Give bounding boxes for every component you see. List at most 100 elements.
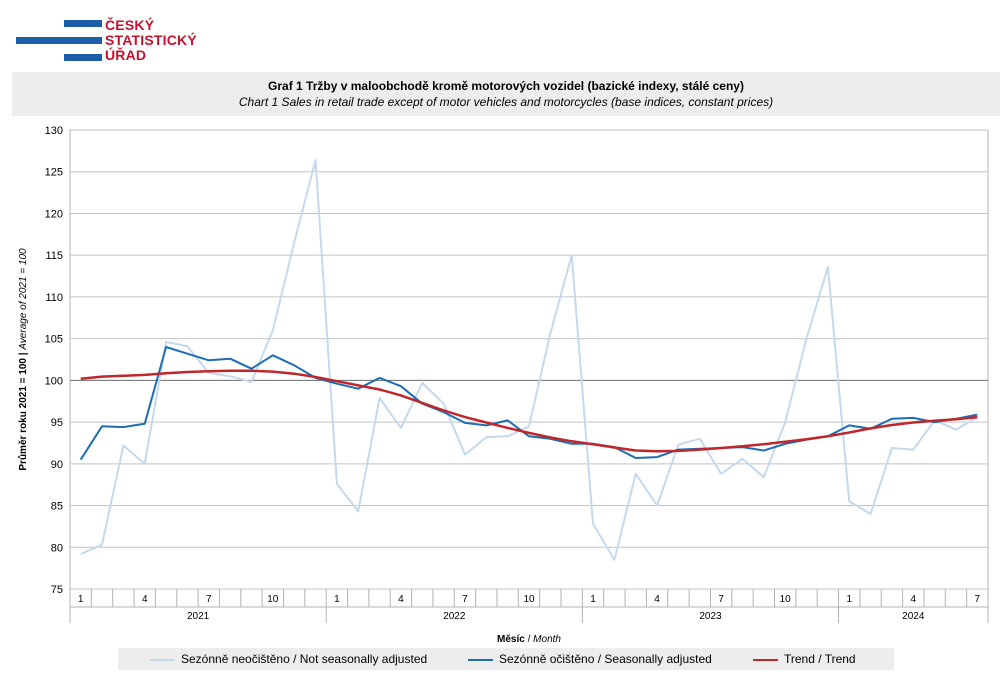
series-seasonally-adjusted-point [229,358,231,360]
series-not-seasonally-adjusted-point [891,447,893,449]
series-trend-point [400,394,402,396]
series-seasonally-adjusted-point [293,364,295,366]
x-tick-label: 1 [78,594,84,605]
series-trend-point [208,370,210,372]
y-tick-label: 130 [45,125,63,137]
series-not-seasonally-adjusted-point [656,504,658,506]
chart-subtitle: Chart 1 Sales in retail trade except of … [238,95,774,109]
series-not-seasonally-adjusted-point [122,444,124,446]
y-tick-label: 85 [51,501,63,513]
year-label: 2023 [699,611,722,622]
series-seasonally-adjusted-point [891,418,893,420]
y-tick-label: 95 [51,417,63,429]
series-not-seasonally-adjusted-point [186,345,188,347]
x-tick-label: 10 [523,594,535,605]
series-trend-point [933,420,935,422]
series-trend-point [635,449,637,451]
csu-logo: ČESKÝ STATISTICKÝ ÚŘAD [16,18,197,64]
series-seasonally-adjusted-point [635,457,637,459]
series-seasonally-adjusted-point [763,449,765,451]
logo-line-3: ÚŘAD [105,47,147,63]
year-label: 2022 [443,611,466,622]
series-seasonally-adjusted-point [528,435,530,437]
series-trend-point [912,421,914,423]
y-tick-label: 125 [45,167,63,179]
y-tick-label: 120 [45,208,63,220]
series-seasonally-adjusted-point [976,413,978,415]
series-trend-point [976,416,978,418]
x-tick-label: 4 [654,594,660,605]
series-trend-point [805,438,807,440]
series-trend-point [891,424,893,426]
series-trend-point [293,373,295,375]
x-tick-label: 10 [780,594,792,605]
series-trend-point [784,441,786,443]
series-trend-point [677,450,679,452]
year-label: 2021 [187,611,210,622]
series-not-seasonally-adjusted-point [827,266,829,268]
series-not-seasonally-adjusted-point [869,513,871,515]
series-trend [80,369,978,453]
x-tick-label: 4 [910,594,916,605]
series-trend-point [613,446,615,448]
logo-text: ČESKÝ STATISTICKÝ ÚŘAD [105,18,197,63]
x-tick-label: 7 [718,594,724,605]
series-not-seasonally-adjusted-point [613,559,615,561]
series-trend-point [656,450,658,452]
series-trend-point [485,421,487,423]
series-not-seasonally-adjusted-point [528,425,530,427]
series-trend-point [421,402,423,404]
x-tick-label: 4 [398,594,404,605]
series-not-seasonally-adjusted-point [720,473,722,475]
series-not-seasonally-adjusted-point [80,553,82,555]
series-not-seasonally-adjusted-point [485,436,487,438]
x-tick-label: 7 [462,594,468,605]
logo-line-1: ČESKÝ [105,17,155,33]
series-not-seasonally-adjusted-point [165,341,167,343]
series-seasonally-adjusted-point [144,423,146,425]
logo-bar-1 [64,20,102,27]
y-tick-label: 90 [51,459,63,471]
series-not-seasonally-adjusted-point [250,381,252,383]
series-trend-point [869,427,871,429]
series-seasonally-adjusted-point [464,422,466,424]
logo-bar-2 [16,37,102,44]
y-tick-label: 80 [51,542,63,554]
y-tick-label: 75 [51,584,63,596]
series-not-seasonally-adjusted-point [592,523,594,525]
chart-title: Graf 1 Tržby v maloobchodě kromě motorov… [268,79,744,93]
series-not-seasonally-adjusted-point [955,428,957,430]
y-tick-label: 105 [45,334,63,346]
chart-title-box: Graf 1 Tržby v maloobchodě kromě motorov… [12,72,1000,116]
series-trend-point [314,376,316,378]
series-seasonally-adjusted-point [485,424,487,426]
series-not-seasonally-adjusted-point [507,435,509,437]
series-not-seasonally-adjusted-point [635,473,637,475]
series-seasonally-adjusted-point [400,385,402,387]
x-tick-label: 1 [334,594,340,605]
series-seasonally-adjusted-point [571,443,573,445]
series-trend-point [336,380,338,382]
y-tick-label: 100 [45,375,63,387]
series-trend-point [101,375,103,377]
y-axis-title: Průměr roku 2021 = 100 | Average of 2021… [17,248,29,471]
series-trend-point [763,443,765,445]
series-trend-point [507,427,509,429]
series-seasonally-adjusted-point [507,419,509,421]
series-not-seasonally-adjusted-point [144,463,146,465]
year-label: 2024 [902,611,925,622]
series-not-seasonally-adjusted-point [677,443,679,445]
series-trend-point [229,370,231,372]
series-seasonally-adjusted-point [357,388,359,390]
series-not-seasonally-adjusted-point [699,438,701,440]
series-trend-point [272,370,274,372]
legend-swatch-nsa [150,659,175,661]
series-not-seasonally-adjusted-point [549,332,551,334]
series-trend-point [848,431,850,433]
series-trend-point [442,409,444,411]
legend-label-trend: Trend / Trend [784,652,856,666]
series-seasonally-adjusted-point [250,368,252,370]
series-not-seasonally-adjusted-point [571,254,573,256]
series-seasonally-adjusted-point [80,458,82,460]
series-not-seasonally-adjusted-point [912,448,914,450]
